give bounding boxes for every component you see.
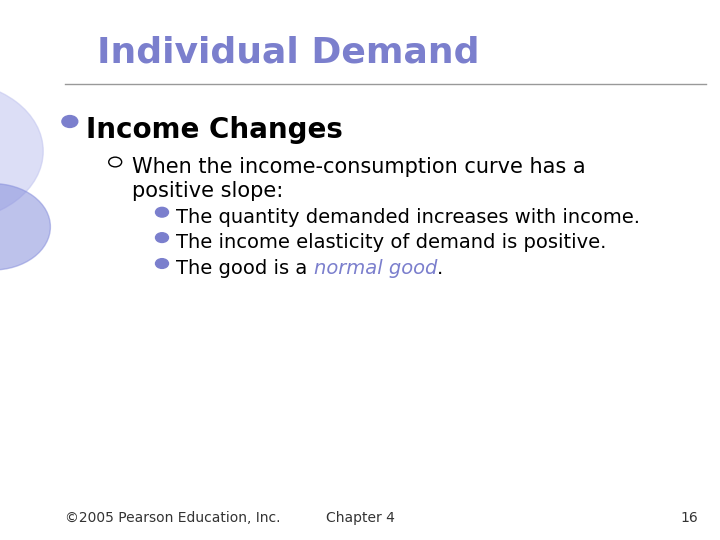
Text: normal good: normal good — [314, 259, 437, 278]
Text: .: . — [437, 259, 444, 278]
Circle shape — [0, 184, 50, 270]
Text: The quantity demanded increases with income.: The quantity demanded increases with inc… — [176, 208, 640, 227]
Text: Income Changes: Income Changes — [86, 116, 343, 144]
Text: 16: 16 — [680, 511, 698, 525]
Circle shape — [0, 81, 43, 221]
Circle shape — [156, 259, 168, 268]
Text: The income elasticity of demand is positive.: The income elasticity of demand is posit… — [176, 233, 607, 252]
Text: When the income-consumption curve has a: When the income-consumption curve has a — [132, 157, 585, 177]
Circle shape — [156, 207, 168, 217]
Circle shape — [62, 116, 78, 127]
Text: Chapter 4: Chapter 4 — [325, 511, 395, 525]
Text: Individual Demand: Individual Demand — [97, 35, 480, 69]
Text: positive slope:: positive slope: — [132, 181, 283, 201]
Circle shape — [156, 233, 168, 242]
Text: ©2005 Pearson Education, Inc.: ©2005 Pearson Education, Inc. — [65, 511, 280, 525]
Text: The good is a: The good is a — [176, 259, 314, 278]
